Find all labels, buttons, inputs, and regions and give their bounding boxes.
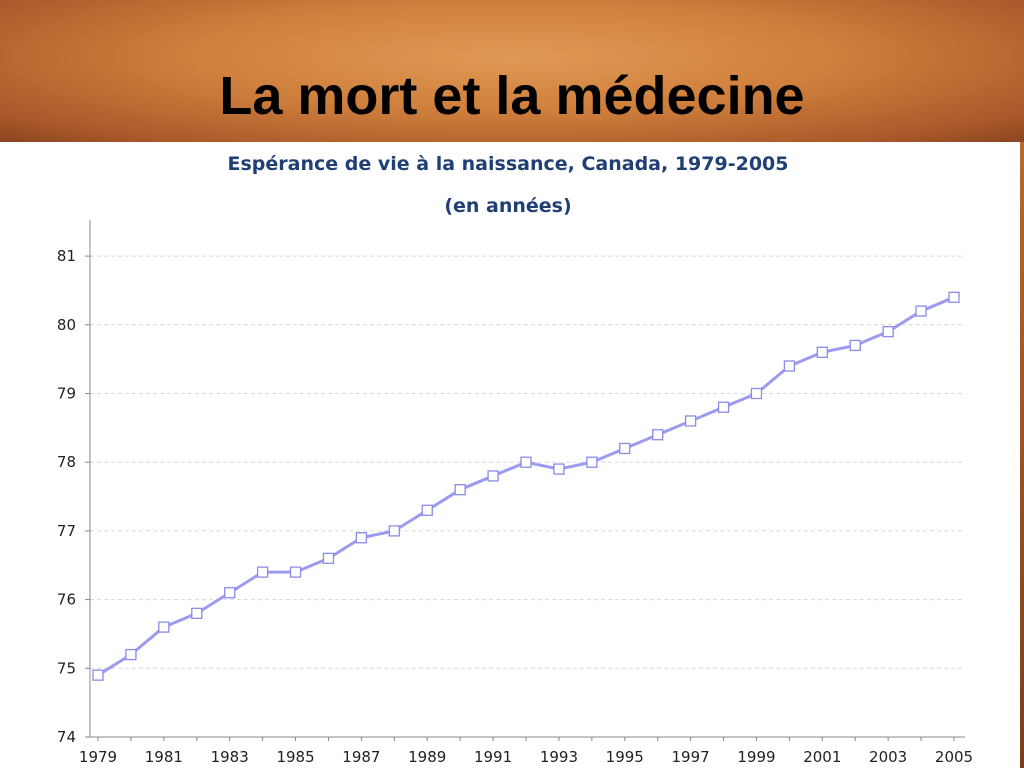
y-tick-label: 75	[57, 659, 76, 677]
data-point	[553, 463, 565, 475]
data-point	[684, 415, 697, 427]
data-point	[783, 360, 796, 372]
y-tick-label: 74	[57, 728, 76, 746]
data-point	[454, 484, 466, 496]
x-tick-label: 1981	[145, 748, 183, 766]
data-point	[520, 456, 532, 468]
y-tick-label: 78	[57, 453, 76, 471]
data-point	[256, 566, 269, 578]
data-point	[158, 621, 170, 633]
chart-title: Espérance de vie à la naissance, Canada,…	[227, 153, 789, 175]
data-point	[191, 607, 203, 619]
x-tick-label: 1985	[276, 748, 314, 766]
y-tick-label: 79	[57, 385, 76, 403]
data-point	[619, 442, 631, 455]
x-tick-label: 2003	[869, 748, 907, 766]
x-tick-label: 1989	[408, 748, 446, 766]
x-tick-label: 2001	[803, 748, 841, 766]
data-point	[816, 346, 828, 358]
series	[92, 291, 960, 681]
x-tick-label: 1997	[672, 748, 710, 766]
data-point	[224, 587, 236, 599]
data-point	[355, 532, 368, 544]
data-point	[421, 504, 433, 516]
x-tick-label: 1999	[737, 748, 775, 766]
slide-border-decoration	[1020, 142, 1024, 768]
y-tick-label: 81	[57, 247, 76, 265]
y-axis-ticks: 74 75 76 77 78 79 80 81	[57, 247, 90, 746]
data-point	[750, 387, 763, 400]
axes	[89, 220, 965, 738]
x-tick-label: 1991	[474, 748, 512, 766]
slide-title: La mort et la médecine	[219, 66, 805, 126]
data-point	[125, 648, 137, 661]
data-point	[915, 305, 927, 317]
x-tick-label: 1995	[606, 748, 644, 766]
y-tick-label: 76	[57, 591, 76, 609]
data-point	[717, 401, 730, 413]
data-point	[652, 429, 664, 441]
x-axis-ticks: 1979 1981 1983 1985 1987 1989 1991 1993 1995 1997…	[79, 737, 973, 766]
data-point	[849, 339, 861, 352]
data-point	[948, 291, 960, 303]
y-tick-label: 77	[57, 522, 76, 540]
data-point	[92, 669, 104, 681]
x-tick-label: 1979	[79, 748, 117, 766]
x-tick-label: 1983	[211, 748, 249, 766]
data-point	[322, 552, 335, 565]
y-tick-label: 80	[57, 316, 76, 334]
x-tick-label: 2005	[935, 748, 973, 766]
data-point	[289, 566, 302, 578]
data-point	[487, 470, 499, 482]
chart-subtitle: (en années)	[444, 195, 572, 217]
x-tick-label: 1987	[342, 748, 380, 766]
x-tick-label: 1993	[540, 748, 578, 766]
data-point	[388, 525, 400, 537]
data-point	[882, 326, 894, 338]
data-point	[586, 456, 598, 468]
slide-header-banner	[0, 0, 1024, 142]
